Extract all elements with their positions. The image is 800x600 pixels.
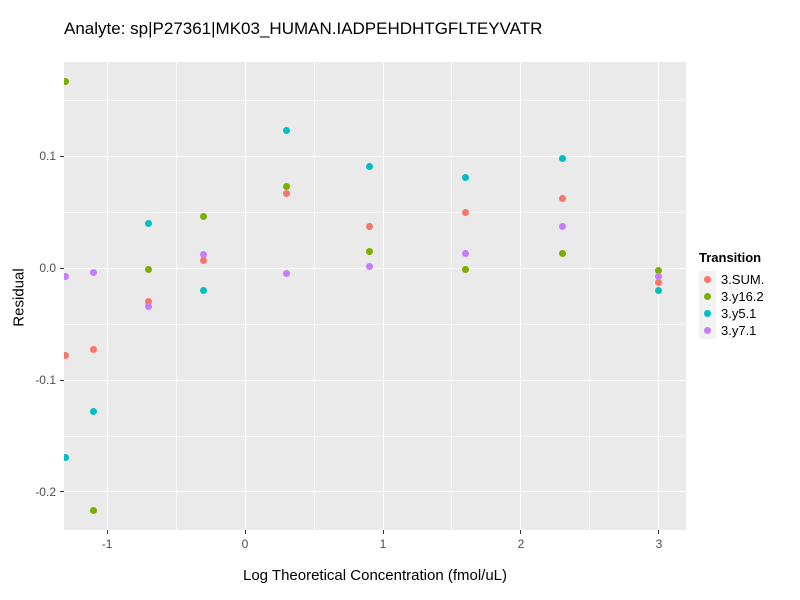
plot-title: Analyte: sp|P27361|MK03_HUMAN.IADPEHDHTG… — [64, 19, 543, 38]
data-point — [558, 250, 566, 258]
data-point — [558, 155, 566, 163]
legend: Transition 3.SUM. 3.y16.2 3.y5.1 3.y7.1 — [699, 250, 764, 339]
plot-panel — [64, 62, 686, 530]
y-major-gridline — [64, 379, 686, 381]
y-major-gridline — [64, 267, 686, 269]
y-axis-tick — [60, 155, 64, 157]
x-axis-tick — [658, 530, 660, 534]
x-major-gridline — [520, 62, 522, 530]
legend-key — [699, 271, 716, 288]
x-minor-gridline — [589, 62, 591, 530]
y-tick-label: -0.2 — [35, 484, 56, 499]
data-point — [200, 251, 208, 259]
x-major-gridline — [244, 62, 246, 530]
legend-key — [699, 288, 716, 305]
legend-title: Transition — [699, 250, 762, 265]
x-tick-label: -1 — [101, 537, 113, 551]
legend-rows: 3.SUM. 3.y16.2 3.y5.1 3.y7.1 — [699, 271, 764, 339]
data-point — [558, 223, 566, 231]
data-point — [64, 352, 70, 360]
data-point — [462, 265, 470, 273]
legend-dot-icon — [704, 327, 711, 334]
x-major-gridline — [658, 62, 660, 530]
y-axis-tick — [60, 379, 64, 381]
x-tick-label: 1 — [379, 537, 387, 551]
x-axis-tick — [244, 530, 246, 534]
data-point — [89, 407, 97, 415]
data-point — [462, 250, 470, 258]
data-point — [64, 453, 70, 461]
x-axis-title: Log Theoretical Concentration (fmol/uL) — [242, 567, 508, 584]
x-axis-tick — [106, 530, 108, 534]
data-point — [655, 279, 663, 287]
x-minor-gridline — [313, 62, 315, 530]
data-point — [282, 127, 290, 135]
y-tick-label: -0.1 — [35, 373, 56, 388]
data-point — [655, 287, 663, 295]
x-tick-label: 3 — [655, 537, 663, 551]
data-point — [282, 183, 290, 191]
x-minor-gridline — [175, 62, 177, 530]
y-axis-title: Residual — [10, 268, 28, 327]
data-point — [365, 163, 373, 171]
data-point — [89, 507, 97, 515]
data-point — [282, 270, 290, 278]
legend-label: 3.y7.1 — [721, 323, 757, 338]
y-axis-tick — [60, 267, 64, 269]
x-tick-label: 2 — [517, 537, 525, 551]
data-point — [365, 262, 373, 270]
x-axis-tick — [520, 530, 522, 534]
y-axis-tick — [60, 491, 64, 493]
x-major-gridline — [382, 62, 384, 530]
data-point — [64, 78, 70, 86]
data-point — [144, 220, 152, 228]
legend-label: 3.y16.2 — [721, 289, 764, 304]
legend-row: 3.SUM. — [699, 271, 764, 288]
y-minor-gridline — [64, 100, 686, 102]
legend-dot-icon — [704, 276, 711, 283]
data-point — [655, 267, 663, 275]
y-tick-label: 0.1 — [39, 149, 56, 164]
data-point — [64, 272, 70, 280]
x-tick-label: 0 — [241, 537, 249, 551]
legend-row: 3.y7.1 — [699, 322, 764, 339]
legend-dot-icon — [704, 310, 711, 317]
data-point — [200, 287, 208, 295]
data-point — [144, 302, 152, 310]
y-minor-gridline — [64, 211, 686, 213]
data-point — [200, 256, 208, 264]
legend-dot-icon — [704, 293, 711, 300]
y-minor-gridline — [64, 435, 686, 437]
data-point — [144, 298, 152, 306]
y-major-gridline — [64, 155, 686, 157]
data-point — [89, 346, 97, 354]
data-point — [462, 208, 470, 216]
x-major-gridline — [106, 62, 108, 530]
legend-key — [699, 305, 716, 322]
y-major-gridline — [64, 491, 686, 493]
x-axis-tick — [382, 530, 384, 534]
data-point — [89, 269, 97, 277]
data-point — [655, 272, 663, 280]
data-point — [558, 195, 566, 203]
legend-label: 3.SUM. — [721, 272, 765, 287]
data-point — [365, 223, 373, 231]
data-point — [144, 265, 152, 273]
x-minor-gridline — [451, 62, 453, 530]
legend-row: 3.y16.2 — [699, 288, 764, 305]
data-point — [200, 213, 208, 221]
data-point — [365, 248, 373, 256]
legend-row: 3.y5.1 — [699, 305, 764, 322]
data-point — [462, 174, 470, 182]
legend-label: 3.y5.1 — [721, 306, 757, 321]
legend-key — [699, 322, 716, 339]
data-point — [282, 189, 290, 197]
y-tick-label: 0.0 — [39, 261, 56, 276]
y-minor-gridline — [64, 323, 686, 325]
